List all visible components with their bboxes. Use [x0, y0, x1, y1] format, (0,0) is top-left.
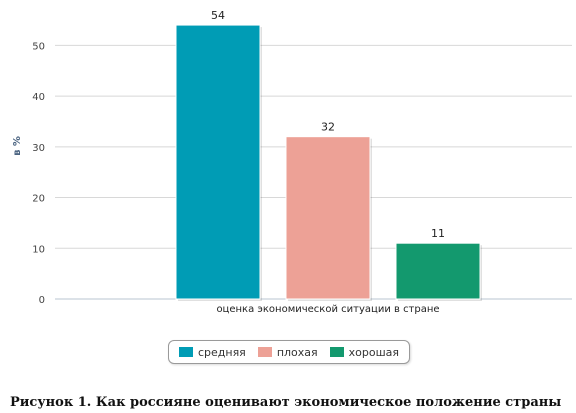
- legend: средняя плохая хорошая: [168, 340, 410, 364]
- data-label: 54: [211, 9, 225, 22]
- bars: [175, 24, 482, 302]
- y-tick-label: 20: [32, 194, 45, 205]
- data-label: 32: [321, 121, 335, 134]
- legend-item-khoroshaya[interactable]: хорошая: [329, 345, 400, 359]
- y-tick-label: 30: [32, 143, 45, 154]
- y-tick-label: 50: [32, 41, 45, 52]
- legend-label: хорошая: [348, 345, 400, 359]
- y-axis-ticks: 0 10 20 30 40 50: [32, 41, 45, 306]
- category-label: оценка экономической ситуации в стране: [216, 304, 439, 315]
- data-label: 11: [431, 227, 445, 240]
- y-axis-label: в %: [12, 136, 23, 156]
- legend-swatch: [178, 347, 193, 357]
- bar-2[interactable]: [285, 136, 371, 300]
- y-tick-label: 0: [39, 295, 45, 306]
- y-tick-label: 40: [32, 92, 45, 103]
- legend-swatch: [329, 347, 344, 357]
- legend-item-plokhaya[interactable]: плохая: [257, 345, 318, 359]
- bar-3[interactable]: [395, 242, 481, 300]
- data-labels: 54 32 11: [211, 9, 445, 240]
- figure-caption: Рисунок 1. Как россияне оценивают эконом…: [10, 395, 562, 410]
- legend-item-srednyaya[interactable]: средняя: [178, 345, 246, 359]
- bar-chart: 0 10 20 30 40 50 в % 54 32 11 оценка экономичес…: [12, 9, 572, 315]
- y-tick-label: 10: [32, 244, 45, 255]
- legend-swatch: [257, 347, 272, 357]
- bar-1[interactable]: [175, 24, 261, 300]
- legend-label: плохая: [276, 345, 318, 359]
- legend-label: средняя: [197, 345, 246, 359]
